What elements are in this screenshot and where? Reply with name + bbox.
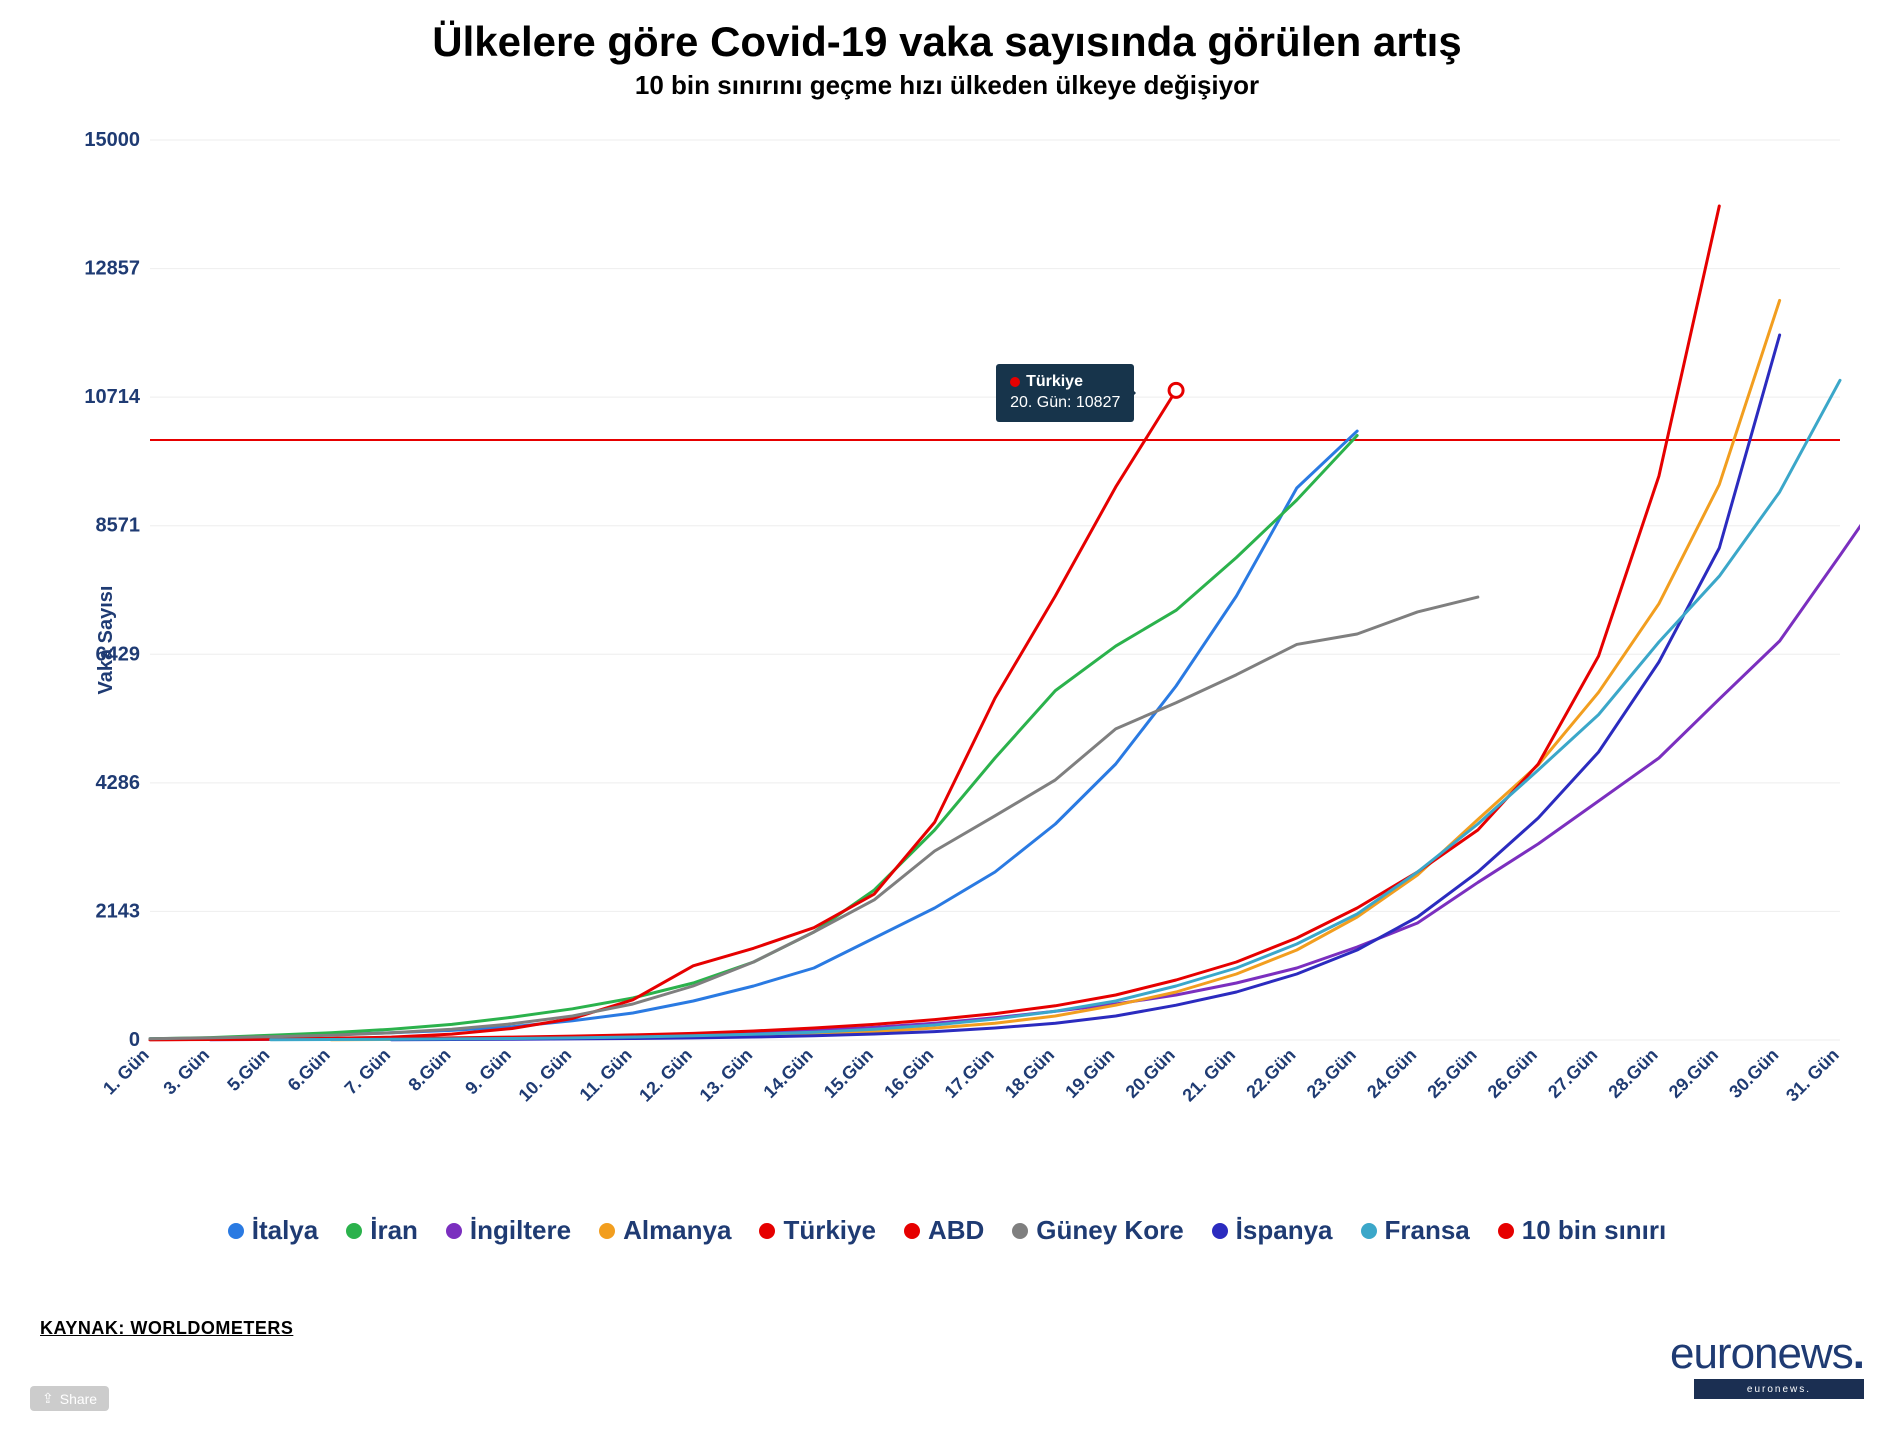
chart-title: Ülkelere göre Covid-19 vaka sayısında gö…	[0, 0, 1894, 66]
share-icon: ⇪	[42, 1390, 54, 1407]
legend-label: Güney Kore	[1036, 1215, 1183, 1246]
legend-dot-icon	[599, 1223, 615, 1239]
brand-sub-box: euronews.	[1694, 1379, 1864, 1399]
svg-text:25.Gün: 25.Gün	[1423, 1045, 1480, 1102]
brand-logo-text: euronews.	[1670, 1329, 1864, 1379]
tooltip-series: Türkiye	[1026, 373, 1083, 390]
legend-item[interactable]: Fransa	[1361, 1215, 1470, 1246]
svg-text:28.Gün: 28.Gün	[1604, 1045, 1661, 1102]
tooltip-value: 20. Gün: 10827	[1010, 393, 1120, 414]
svg-text:15000: 15000	[84, 129, 140, 151]
line-chart-svg: 021434286642985711071412857150001. Gün3.…	[40, 120, 1860, 1160]
y-axis-label: Vaka Sayısı	[95, 586, 118, 695]
share-label: Share	[60, 1391, 97, 1407]
legend-item[interactable]: Türkiye	[759, 1215, 876, 1246]
chart-subtitle: 10 bin sınırını geçme hızı ülkeden ülkey…	[0, 70, 1894, 101]
svg-text:2143: 2143	[96, 900, 141, 922]
legend-label: İran	[370, 1215, 418, 1246]
svg-text:24.Gün: 24.Gün	[1363, 1045, 1420, 1102]
svg-text:15.Gün: 15.Gün	[820, 1045, 877, 1102]
svg-text:4286: 4286	[96, 772, 141, 794]
svg-text:30.Gün: 30.Gün	[1725, 1045, 1782, 1102]
svg-text:7. Gün: 7. Gün	[341, 1045, 395, 1099]
svg-text:3. Gün: 3. Gün	[159, 1045, 213, 1099]
svg-text:12. Gün: 12. Gün	[635, 1045, 696, 1106]
svg-text:13. Gün: 13. Gün	[696, 1045, 757, 1106]
svg-text:19.Gün: 19.Gün	[1061, 1045, 1118, 1102]
legend-dot-icon	[1361, 1223, 1377, 1239]
page-root: Ülkelere göre Covid-19 vaka sayısında gö…	[0, 0, 1894, 1439]
legend-label: İspanya	[1236, 1215, 1333, 1246]
legend-label: Almanya	[623, 1215, 731, 1246]
svg-text:16.Gün: 16.Gün	[880, 1045, 937, 1102]
svg-text:31. Gün: 31. Gün	[1782, 1045, 1843, 1106]
legend-label: 10 bin sınırı	[1522, 1215, 1667, 1246]
legend-dot-icon	[904, 1223, 920, 1239]
legend-dot-icon	[346, 1223, 362, 1239]
svg-text:10. Gün: 10. Gün	[515, 1045, 576, 1106]
legend-label: İtalya	[252, 1215, 319, 1246]
legend-item[interactable]: İspanya	[1212, 1215, 1333, 1246]
svg-text:21. Gün: 21. Gün	[1178, 1045, 1239, 1106]
legend-item[interactable]: Almanya	[599, 1215, 731, 1246]
svg-text:26.Gün: 26.Gün	[1484, 1045, 1541, 1102]
svg-text:17.Gün: 17.Gün	[941, 1045, 998, 1102]
legend-dot-icon	[759, 1223, 775, 1239]
legend-item[interactable]: İran	[346, 1215, 418, 1246]
legend-dot-icon	[1012, 1223, 1028, 1239]
legend-item[interactable]: Güney Kore	[1012, 1215, 1183, 1246]
brand-dot: .	[1853, 1329, 1864, 1378]
chart-area: Vaka Sayısı 0214342866429857110714128571…	[40, 120, 1860, 1160]
legend-item[interactable]: İngiltere	[446, 1215, 571, 1246]
legend-item[interactable]: İtalya	[228, 1215, 319, 1246]
svg-text:20.Gün: 20.Gün	[1122, 1045, 1179, 1102]
svg-text:12857: 12857	[84, 258, 140, 280]
svg-text:5.Gün: 5.Gün	[223, 1045, 273, 1095]
legend-label: Fransa	[1385, 1215, 1470, 1246]
legend-dot-icon	[1498, 1223, 1514, 1239]
svg-text:29.Gün: 29.Gün	[1665, 1045, 1722, 1102]
svg-text:6.Gün: 6.Gün	[284, 1045, 334, 1095]
svg-text:9. Gün: 9. Gün	[461, 1045, 515, 1099]
legend-dot-icon	[1212, 1223, 1228, 1239]
brand-name: euronews	[1670, 1329, 1853, 1378]
svg-text:14.Gün: 14.Gün	[759, 1045, 816, 1102]
source-label: KAYNAK: WORLDOMETERS	[40, 1318, 293, 1339]
legend-item[interactable]: ABD	[904, 1215, 984, 1246]
legend-label: İngiltere	[470, 1215, 571, 1246]
legend-label: ABD	[928, 1215, 984, 1246]
legend-dot-icon	[446, 1223, 462, 1239]
svg-text:8571: 8571	[96, 515, 141, 537]
chart-tooltip: Türkiye 20. Gün: 10827	[996, 364, 1134, 422]
svg-text:11. Gün: 11. Gün	[576, 1045, 636, 1105]
svg-text:23.Gün: 23.Gün	[1303, 1045, 1360, 1102]
svg-text:18.Gün: 18.Gün	[1001, 1045, 1058, 1102]
svg-text:8.Gün: 8.Gün	[404, 1045, 454, 1095]
share-button[interactable]: ⇪ Share	[30, 1386, 109, 1411]
svg-text:10714: 10714	[84, 386, 140, 408]
svg-text:1. Gün: 1. Gün	[99, 1045, 153, 1099]
legend-item[interactable]: 10 bin sınırı	[1498, 1215, 1667, 1246]
svg-text:22.Gün: 22.Gün	[1242, 1045, 1299, 1102]
legend-dot-icon	[228, 1223, 244, 1239]
chart-legend: İtalya İran İngiltere Almanya Türkiye ABD Güne…	[0, 1215, 1894, 1246]
legend-label: Türkiye	[783, 1215, 876, 1246]
svg-text:27.Gün: 27.Gün	[1544, 1045, 1601, 1102]
